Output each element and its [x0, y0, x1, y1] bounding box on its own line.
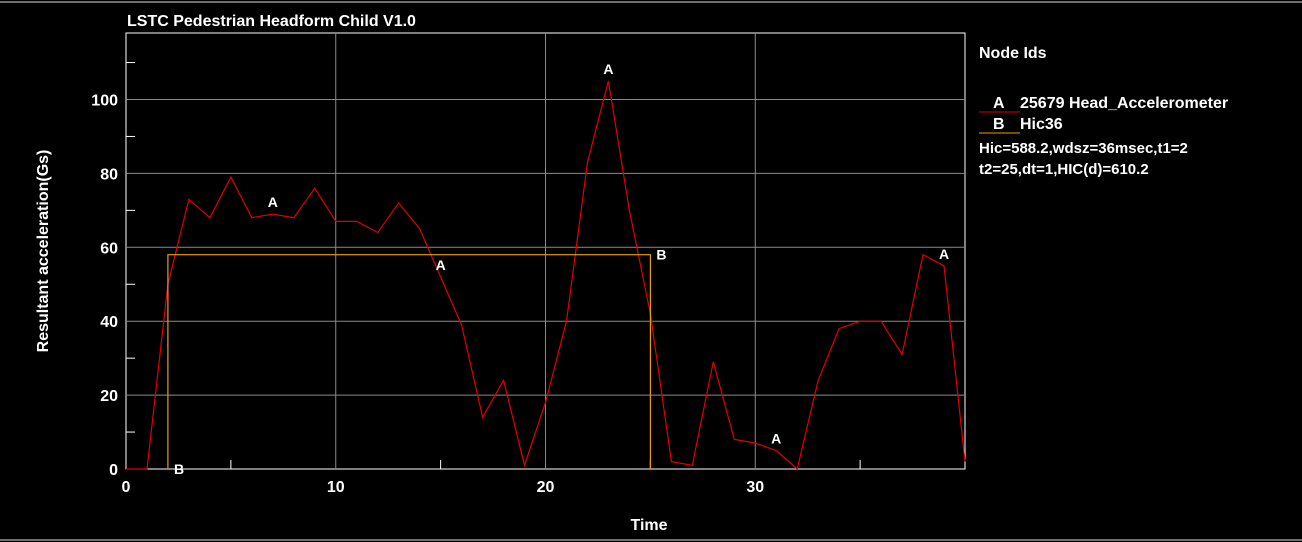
y-tick-label: 0 — [109, 462, 118, 479]
legend-entry-b: B Hic36 — [979, 116, 1063, 134]
legend-label-b: Hic36 — [1020, 116, 1063, 133]
y-axis-label: Resultant acceleration(Gs) — [35, 150, 52, 353]
series-marker-label-a: A — [603, 61, 613, 77]
x-axis-label: Time — [630, 517, 667, 534]
x-tick-label: 20 — [537, 479, 555, 496]
y-tick-label: 20 — [100, 388, 118, 405]
y-tick-label: 80 — [100, 166, 118, 183]
legend-marker-b: B — [993, 116, 1005, 133]
series-marker-label-a: A — [771, 431, 781, 447]
series-layer — [126, 80, 966, 471]
series-marker-label-a: A — [268, 194, 278, 210]
series-line-a — [126, 80, 966, 471]
legend-label-a: 25679 Head_Accelerometer — [1020, 95, 1228, 112]
x-tick-label: 30 — [746, 479, 764, 496]
series-marker-label-a: A — [939, 246, 949, 262]
legend-note-hicd: t2=25,dt=1,HIC(d)=610.2 — [979, 161, 1149, 178]
series-marker-labels: A A A A A B B — [174, 61, 949, 477]
legend: Node Ids A 25679 Head_Accelerometer B Hi… — [979, 45, 1228, 178]
y-tick-label: 40 — [100, 314, 118, 331]
legend-entry-a: A 25679 Head_Accelerometer — [979, 95, 1228, 113]
series-marker-label-a: A — [436, 257, 446, 273]
x-tick-label: 10 — [327, 479, 345, 496]
axis-ticks: 0 10 20 30 0 20 40 60 80 100 — [91, 62, 861, 496]
series-marker-label-b: B — [174, 461, 184, 477]
y-tick-label: 100 — [91, 93, 118, 110]
series-line-b — [167, 254, 652, 469]
legend-title: Node Ids — [979, 45, 1047, 62]
legend-note-hic: Hic=588.2,wdsz=36msec,t1=2 — [979, 140, 1188, 157]
grid — [126, 33, 965, 469]
series-marker-label-b: B — [656, 247, 666, 263]
x-tick-label: 0 — [122, 479, 131, 496]
legend-marker-a: A — [993, 95, 1005, 112]
y-tick-label: 60 — [100, 240, 118, 257]
chart-title: LSTC Pedestrian Headform Child V1.0 — [127, 13, 416, 30]
